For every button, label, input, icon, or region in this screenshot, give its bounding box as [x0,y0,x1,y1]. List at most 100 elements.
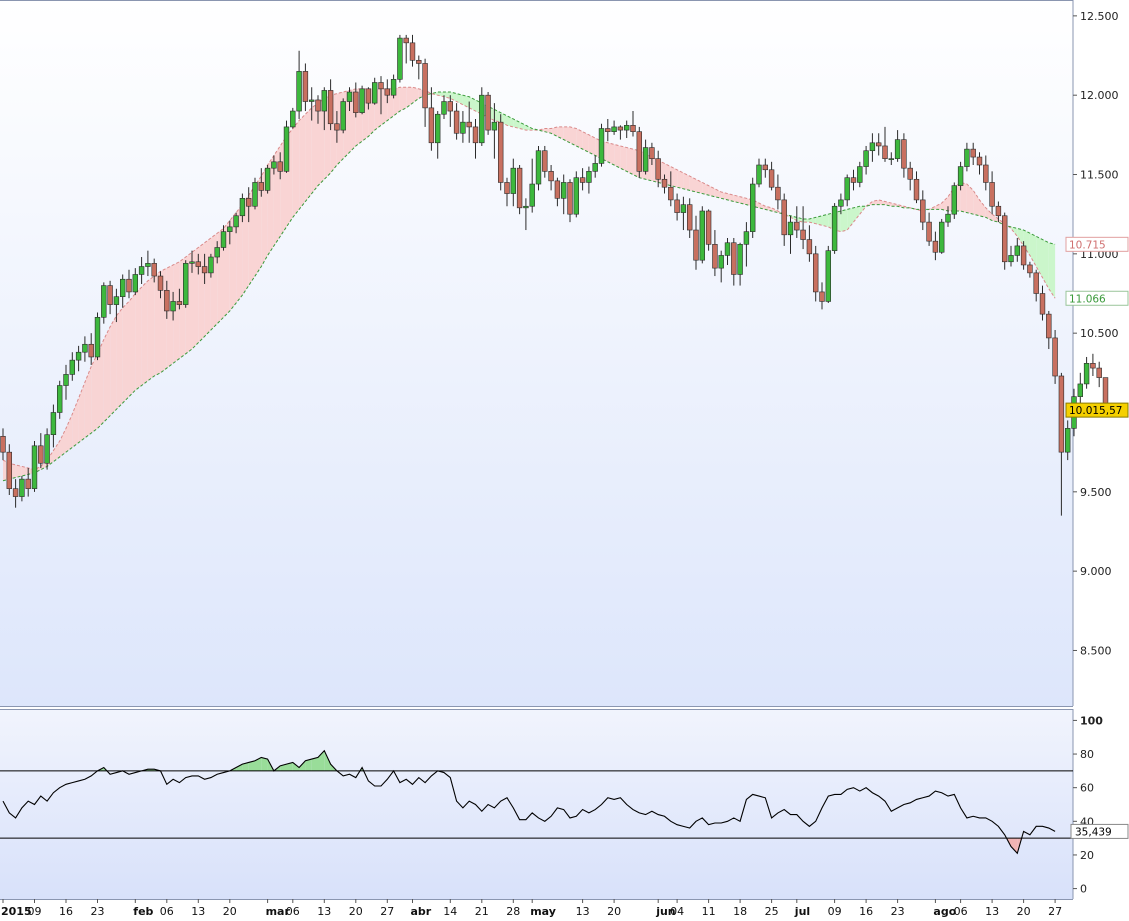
candle-body [138,266,145,275]
candle-body [208,256,214,274]
band-segment [620,145,627,172]
band-segment [387,88,394,121]
band-segment [305,107,312,202]
band-segment [299,114,306,210]
candle-body [327,90,334,125]
candle-body [397,37,403,80]
candle-body [825,250,832,302]
candle-body [838,199,844,207]
date-tick-label: ago [933,905,956,917]
candle-body [749,183,756,232]
last-price-value-box [1065,402,1129,418]
candle-body [554,180,561,199]
candle-body [453,110,460,134]
candle-body [1020,245,1027,266]
oscillator-zone-fill [236,764,243,771]
oscillator-line [2,749,1056,855]
candle-body [964,148,970,167]
oscillator-zone-fill [1011,838,1018,854]
candle-body [1008,255,1014,263]
osc-tick-label: 20 [1080,849,1094,862]
date-tick-label: 06 [160,905,174,917]
candle-body [970,148,976,158]
candle-body [743,231,750,245]
candle-body [170,301,176,312]
candle-body [1014,245,1021,256]
candle-body [371,82,378,104]
oscillator-zone-fill [311,757,318,771]
date-tick-label: feb [133,905,153,917]
band-segment [462,95,470,108]
band-segment [91,353,98,434]
osc-last-value: 35,439 [1075,826,1112,838]
candle-body [296,71,302,112]
band-upper-value-box [1065,290,1129,306]
candle-body [447,101,453,112]
band-upper-value: 11.066 [1069,293,1106,305]
band-segment [966,184,974,215]
candle-body [107,285,113,305]
candle-body [1090,363,1096,369]
date-tick-label: 06 [286,905,300,917]
candle-body [995,205,1002,217]
candle-body [113,296,120,305]
date-tick-label: 13 [985,905,999,917]
band-lower-value-box [1065,236,1129,252]
candle-body [605,128,611,132]
band-segment [141,280,148,386]
oscillator-zone-fill [299,760,306,771]
band-segment [853,206,860,223]
candle-body [176,301,183,305]
band-segment [122,301,129,403]
candle-body [510,167,516,194]
candle-body [655,158,661,180]
candle-body [277,161,283,172]
date-tick-label: jul [794,905,810,917]
date-tick-label: may [530,905,556,917]
candle-body [497,121,504,183]
date-tick-label: 20 [349,905,363,917]
date-tick-label: 18 [733,905,747,917]
candle-body [485,94,491,131]
band-segment [236,204,243,304]
candle-body [220,231,227,248]
candle-body [466,121,472,128]
right-axis-background [1073,0,1129,899]
band-segment [204,237,211,337]
candle-body [428,107,435,144]
band-segment [437,92,444,97]
candle-body [378,82,384,90]
oscillator-zone-fill [242,762,249,771]
band-segment [198,242,205,343]
candle-body [857,166,863,183]
band-segment [399,87,407,112]
candle-body [384,88,390,96]
candle-body [611,126,617,132]
band-segment [557,126,564,140]
candle-body [630,125,636,132]
candle-body [491,121,498,131]
candle-body [775,186,781,201]
osc-last-value-box [1070,823,1129,839]
candle-body [1058,375,1065,453]
price-tick-label: 12.000 [1080,89,1119,102]
candle-body [340,101,346,131]
band-segment [311,103,318,194]
band-segment [84,366,92,438]
osc-tick-label: 80 [1080,748,1094,761]
candle-body [592,163,598,172]
candle-body [718,255,724,269]
candle-body [1077,383,1084,397]
band-segment [173,261,180,364]
candle-body [768,169,775,188]
candle-body [359,88,365,113]
candle-body [101,285,107,318]
band-segment [66,414,73,453]
date-tick-label: 27 [1048,905,1062,917]
band-segment [733,195,741,204]
candle-body [989,182,995,207]
band-segment [815,215,822,226]
candle-body [957,166,964,186]
